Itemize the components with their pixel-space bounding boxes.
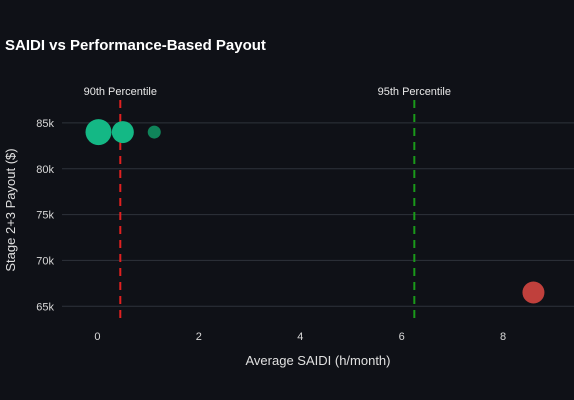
x-tick-label: 8 — [500, 331, 506, 343]
y-axis-ticks: 65k 70k 75k 80k 85k — [36, 118, 54, 313]
grid-lines — [62, 122, 574, 307]
reference-lines: 90th Percentile 95th Percentile — [84, 86, 451, 320]
data-point — [522, 281, 545, 304]
x-axis-ticks: 0 2 4 6 8 — [94, 331, 506, 343]
y-tick-label: 65k — [36, 301, 54, 313]
y-tick-label: 70k — [36, 255, 54, 267]
reference-line-label: 95th Percentile — [378, 86, 451, 98]
y-tick-label: 75k — [36, 210, 54, 222]
y-tick-label: 80k — [36, 164, 54, 176]
x-tick-label: 0 — [94, 331, 100, 343]
data-point — [85, 119, 112, 146]
data-point — [147, 125, 161, 139]
x-axis-label: Average SAIDI (h/month) — [246, 353, 391, 368]
x-tick-label: 6 — [399, 331, 405, 343]
y-tick-label: 85k — [36, 118, 54, 130]
y-axis-label: Stage 2+3 Payout ($) — [3, 148, 18, 271]
x-tick-label: 4 — [297, 331, 303, 343]
chart-title: SAIDI vs Performance-Based Payout — [5, 37, 266, 54]
data-point — [111, 121, 134, 144]
data-points — [85, 119, 545, 304]
reference-line-label: 90th Percentile — [84, 86, 157, 98]
x-tick-label: 2 — [196, 331, 202, 343]
